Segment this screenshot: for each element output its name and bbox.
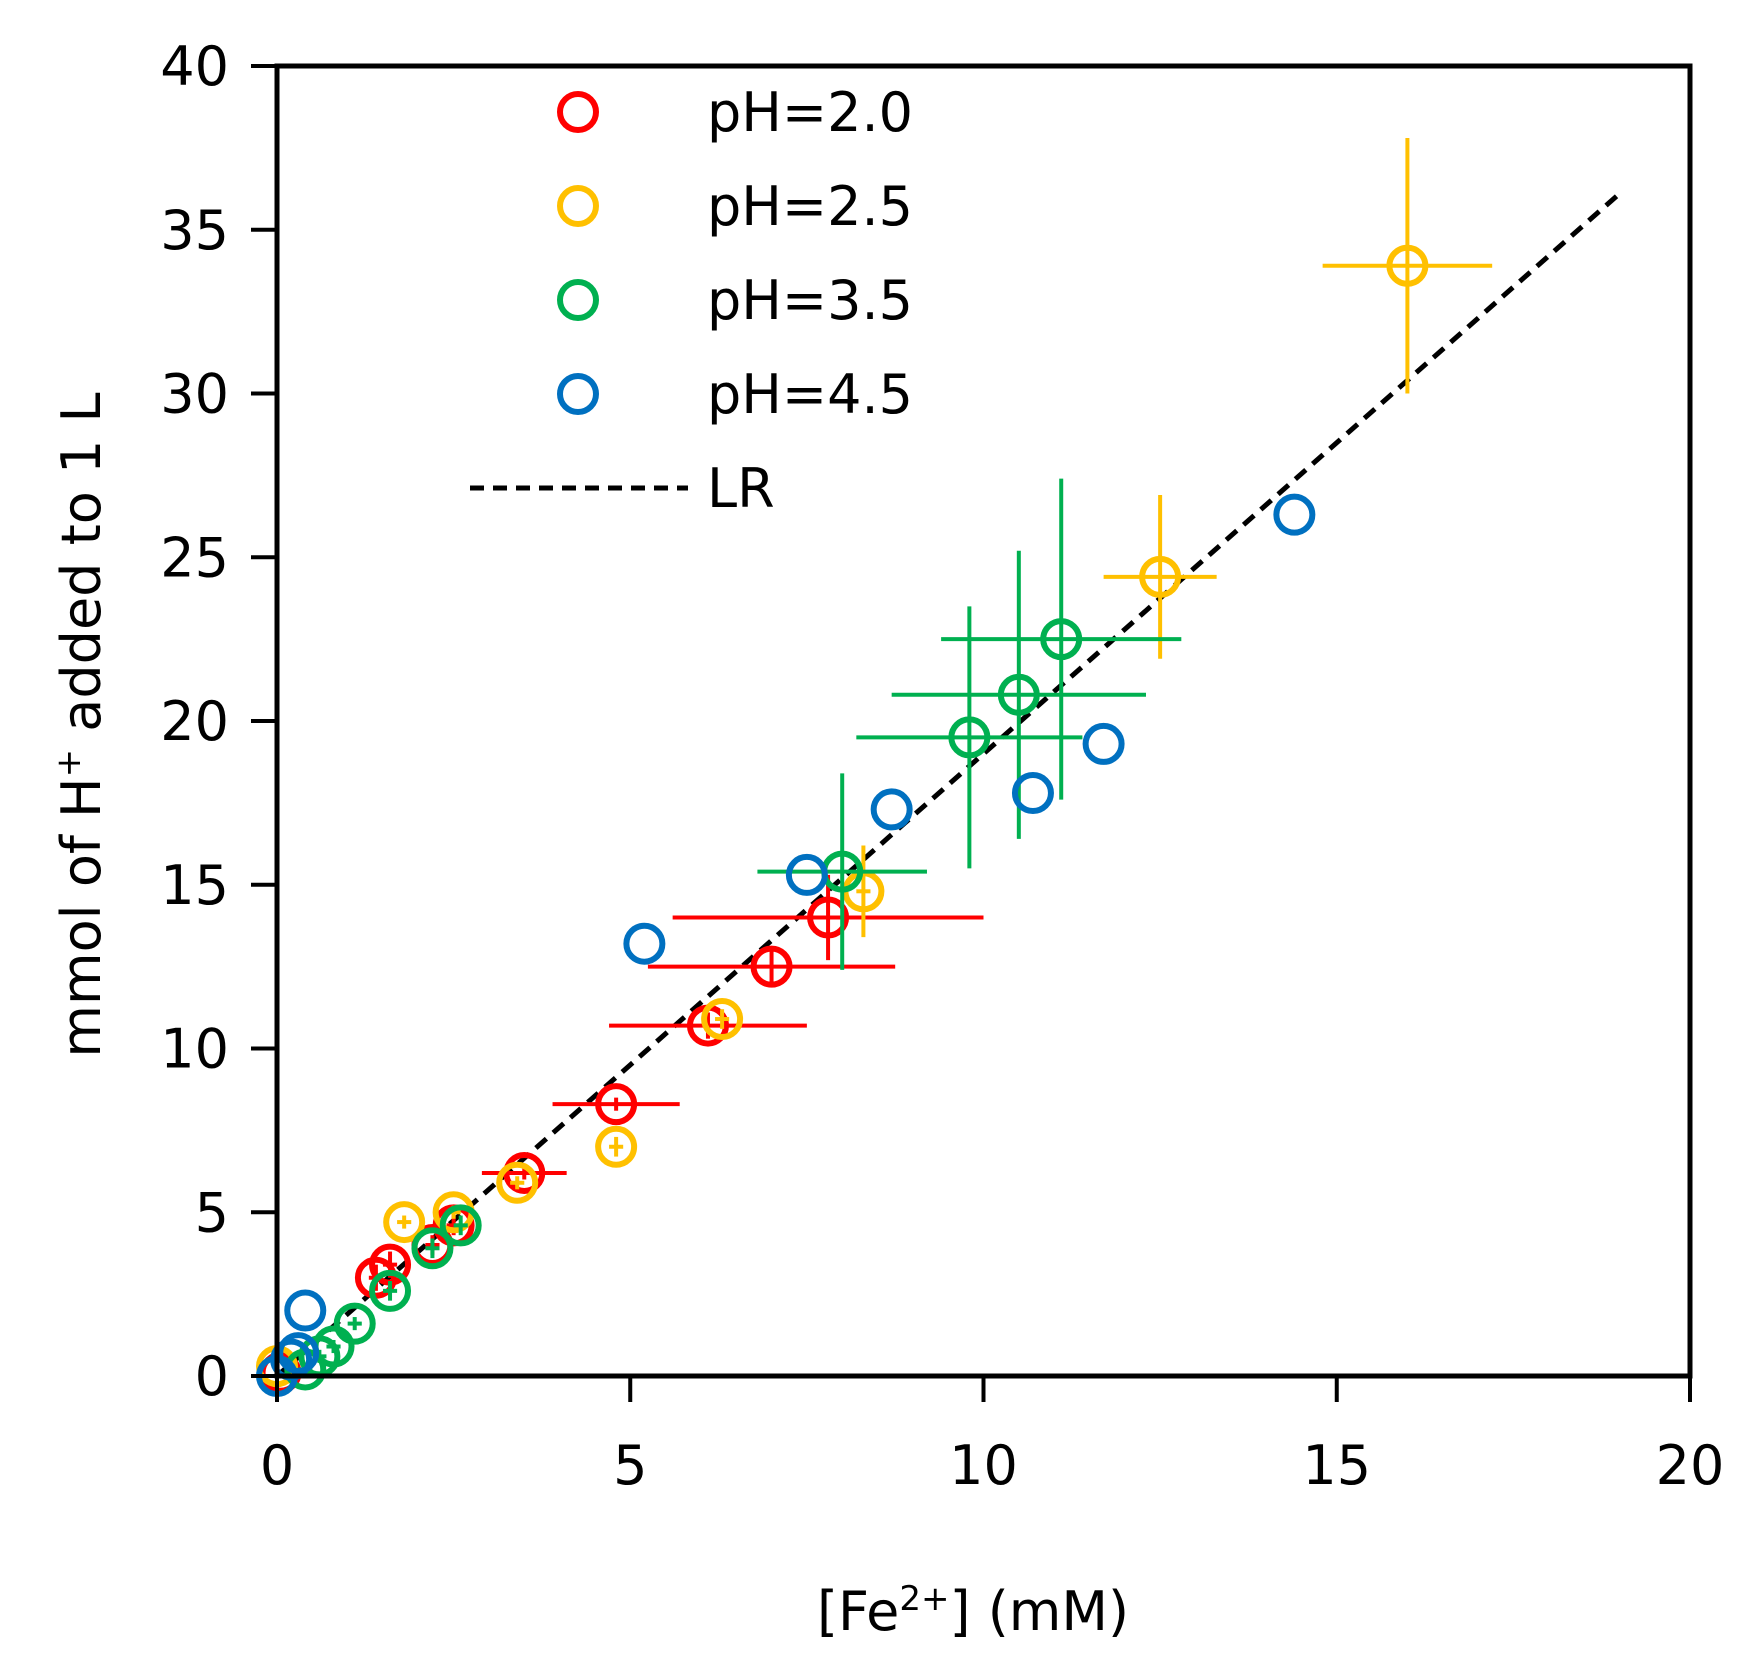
data-point-ph-3-5: [411, 1227, 454, 1270]
y-tick-label: 40: [160, 35, 229, 98]
y-axis-title: mmol of H+ added to 1 L: [49, 392, 113, 1057]
y-tick-label: 35: [160, 199, 229, 262]
data-point-ph-3-5: [439, 1204, 482, 1247]
legend-label: pH=3.5: [707, 269, 913, 332]
y-tick-label: 10: [160, 1018, 229, 1081]
legend-label: pH=2.0: [707, 81, 913, 144]
data-point-ph-4-5: [1273, 493, 1316, 536]
data-point-ph-2-5: [595, 1125, 638, 1168]
data-point-ph-2-5: [383, 1201, 426, 1244]
data-point-ph-3-5: [997, 673, 1040, 716]
legend-marker: [557, 91, 599, 133]
data-point-ph-4-5: [623, 922, 666, 965]
x-tick-label: 5: [613, 1434, 647, 1497]
data-point-ph-2-0: [750, 945, 793, 988]
data-point-ph-2-5: [701, 998, 744, 1041]
legend-marker: [557, 185, 599, 227]
legend-marker: [557, 373, 599, 415]
data-point-ph-4-5: [277, 1332, 320, 1375]
y-tick-label: 0: [195, 1345, 229, 1408]
y-tick-label: 30: [160, 363, 229, 426]
data-point-ph-3-5: [369, 1269, 412, 1312]
data-point-ph-3-5: [948, 716, 991, 759]
x-tick-label: 20: [1656, 1434, 1725, 1497]
plot-frame: [274, 63, 1693, 1379]
data-point-ph-4-5: [1011, 772, 1054, 815]
data-point-ph-2-0: [354, 1256, 397, 1299]
x-axis-title: [Fe2+] (mM): [817, 1579, 1129, 1643]
data-point-ph-2-0: [503, 1151, 546, 1194]
x-tick-label: 10: [949, 1434, 1018, 1497]
y-tick-label: 25: [160, 526, 229, 589]
y-tick-label: 20: [160, 690, 229, 753]
data-marks: [256, 138, 1622, 1397]
data-point-ph-2-5: [1139, 555, 1182, 598]
data-point-ph-2-5: [1386, 244, 1429, 287]
x-tick-label: 15: [1302, 1434, 1371, 1497]
x-tick-label: 0: [260, 1434, 294, 1497]
y-tick-label: 15: [160, 854, 229, 917]
data-point-ph-4-5: [284, 1289, 327, 1332]
data-point-ph-3-5: [333, 1302, 376, 1345]
legend-marker: [557, 279, 599, 321]
data-point-ph-2-5: [496, 1161, 539, 1204]
regression-line: [275, 191, 1622, 1378]
legend: pH=2.0 pH=2.5 pH=3.5 pH=4.5 LR: [470, 81, 913, 520]
data-point-ph-4-5: [785, 853, 828, 896]
data-point-ph-3-5: [1040, 618, 1083, 661]
legend-label: LR: [707, 457, 775, 520]
data-point-ph-2-0: [807, 896, 850, 939]
legend-label: pH=2.5: [707, 175, 913, 238]
data-point-ph-4-5: [870, 788, 913, 831]
data-point-ph-2-0: [595, 1083, 638, 1126]
data-point-ph-4-5: [1082, 722, 1125, 765]
legend-label: pH=4.5: [707, 363, 913, 426]
y-tick-label: 5: [195, 1181, 229, 1244]
axes: 0 5 10 15 20 0 5 10 15 20 25 30 35 40: [160, 35, 1724, 1497]
